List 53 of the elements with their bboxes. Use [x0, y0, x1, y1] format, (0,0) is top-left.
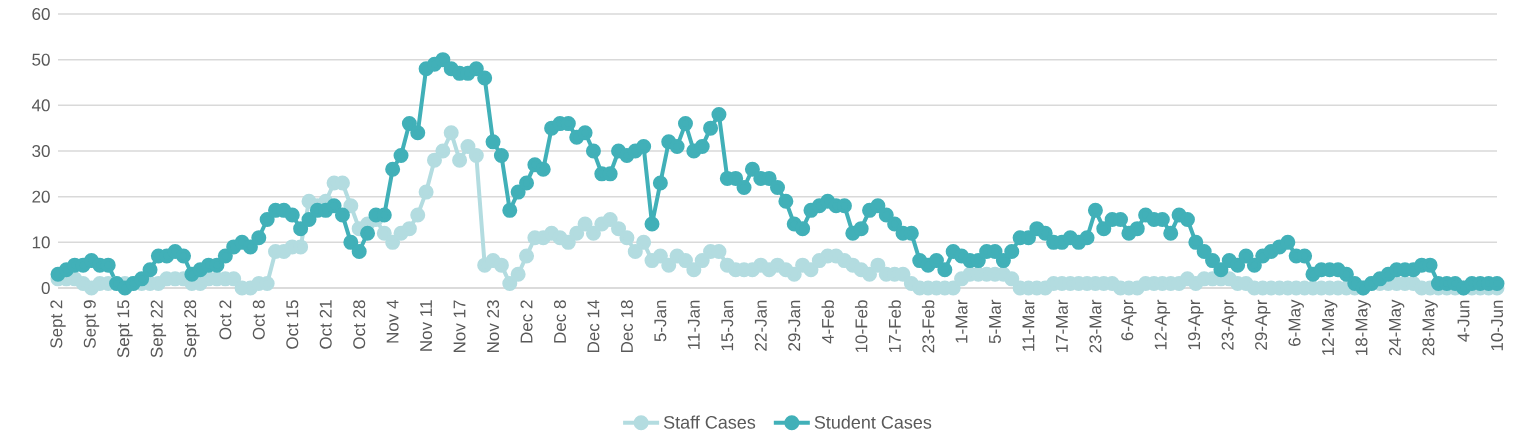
- x-tick-label: 29-Apr: [1255, 299, 1271, 350]
- x-tick-label: 12-Apr: [1154, 299, 1171, 350]
- x-tick-label: Nov 17: [453, 300, 466, 352]
- x-tick-label: Dec 18: [620, 300, 633, 352]
- x-tick-label: 10-Jun: [1490, 300, 1504, 351]
- x-tick-label: 23-Feb: [921, 300, 935, 353]
- y-tick-label: 20: [32, 190, 50, 203]
- x-tick-label: Oct 2: [219, 300, 232, 340]
- x-tick-label: 4-Feb: [821, 300, 834, 344]
- x-tick-label: 18-May: [1355, 299, 1371, 355]
- x-tick-label: 23-Apr: [1221, 299, 1237, 350]
- x-tick-label: Nov 4: [386, 300, 399, 343]
- x-tick-label: Nov 11: [420, 300, 433, 351]
- x-tick-label: Oct 28: [353, 300, 366, 349]
- x-tick-label: 5-Mar: [989, 299, 1001, 344]
- x-tick-label: 11-Jan: [687, 300, 700, 349]
- x-tick-label: Sept 2: [50, 300, 66, 348]
- y-tick-label: 60: [32, 7, 50, 21]
- x-tick-label: 15-Jan: [721, 300, 734, 351]
- x-tick-label: 10-Feb: [854, 300, 868, 353]
- x-tick-label: 22-Jan: [754, 300, 767, 351]
- x-tick-label: 6-May: [1288, 299, 1304, 346]
- legend-label: Staff Cases: [663, 415, 756, 429]
- x-tick-label: 29-Jan: [788, 300, 801, 351]
- x-tick-label: Sept 28: [184, 300, 200, 358]
- x-tick-label: Dec 8: [553, 300, 566, 343]
- x-tick-label: 17-Feb: [888, 300, 901, 353]
- x-tick-label: 23-Mar: [1089, 299, 1102, 353]
- y-tick-label: 10: [32, 236, 50, 249]
- x-tick-label: 19-Apr: [1188, 299, 1204, 350]
- x-tick-label: Oct 15: [286, 300, 299, 349]
- y-tick-label: 30: [32, 144, 50, 158]
- x-tick-label: 28-May: [1422, 299, 1438, 356]
- x-tick-label: 12-May: [1321, 299, 1338, 355]
- x-tick-label: 5-Jan: [654, 300, 667, 342]
- x-tick-label: Sept 15: [117, 300, 133, 358]
- x-tick-label: 4-Jun: [1457, 300, 1470, 342]
- x-tick-label: Dec 14: [587, 300, 600, 352]
- x-tick-label: Dec 2: [520, 300, 533, 343]
- x-tick-label: Oct 21: [319, 300, 332, 349]
- legend-label: Student Cases: [814, 415, 932, 429]
- x-tick-label: 17-Mar: [1056, 299, 1068, 353]
- x-tick-label: 1-Mar: [955, 299, 968, 343]
- x-tick-label: Nov 23: [487, 300, 500, 352]
- y-tick-label: 50: [32, 53, 50, 66]
- x-tick-label: Sept 9: [83, 300, 100, 348]
- y-tick-label: 0: [41, 281, 50, 295]
- x-tick-label: 11-Mar: [1022, 299, 1035, 351]
- x-tick-label: Oct 8: [252, 300, 265, 340]
- x-tick-label: 6-Apr: [1121, 299, 1137, 341]
- x-tick-label: Sept 22: [150, 300, 167, 358]
- x-tick-label: 24-May: [1388, 299, 1405, 356]
- y-tick-label: 40: [31, 99, 50, 112]
